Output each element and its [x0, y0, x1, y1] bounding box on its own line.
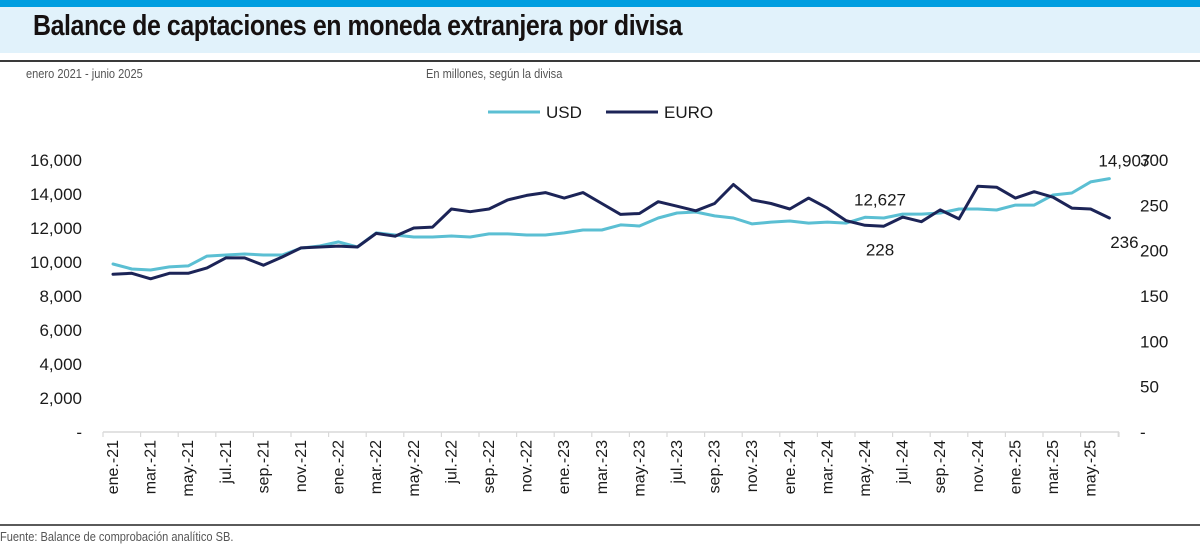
y-left-tick-label: 16,000 [30, 151, 82, 170]
series-line-usd [111, 177, 1111, 272]
x-tick-label: mar.-22 [368, 440, 385, 494]
x-tick-label: jul.-21 [218, 440, 235, 485]
period-subtitle: enero 2021 - junio 2025 [26, 66, 143, 81]
x-axis: ene.-21 mar.-21 may.-21 jul.-21 sep.-21 nov.-… [102, 431, 1120, 497]
y-left-tick-label: 10,000 [30, 253, 82, 272]
x-tick-label: may.-22 [406, 440, 423, 497]
annotations: 12,627 228 14,907 236 [854, 152, 1150, 260]
series-group [111, 177, 1111, 281]
top-accent-bar [0, 0, 1200, 7]
x-tick-label: may.-23 [631, 440, 648, 497]
data-label-euro: 236 [1110, 233, 1138, 252]
y-right-tick-label: 150 [1140, 287, 1168, 306]
y-axis-left: - 2,000 4,000 6,000 8,000 10,000 12,000 14,000 1… [30, 151, 82, 442]
x-tick-label: nov.-21 [293, 440, 310, 492]
x-tick-label: ene.-22 [331, 440, 348, 494]
title-band [0, 7, 1200, 53]
y-left-tick-label: 8,000 [39, 287, 82, 306]
x-tick-label: may.-25 [1083, 440, 1100, 497]
x-tick-label: may.-24 [857, 440, 874, 497]
legend: USD EURO [488, 103, 713, 122]
legend-euro-label: EURO [664, 103, 713, 122]
y-left-tick-label: - [76, 423, 82, 442]
y-right-tick-label: 300 [1140, 151, 1168, 170]
series-line-euro [111, 183, 1111, 281]
y-right-tick-label: 100 [1140, 332, 1168, 351]
x-tick-label: mar.-24 [819, 440, 836, 494]
y-right-tick-label: 200 [1140, 242, 1168, 261]
x-tick-label: jul.-24 [895, 440, 912, 485]
x-tick-label: mar.-21 [143, 440, 160, 494]
x-tick-label: mar.-23 [594, 440, 611, 494]
footer-divider [0, 524, 1200, 526]
y-left-tick-label: 4,000 [39, 355, 82, 374]
x-tick-label: ene.-24 [782, 440, 799, 494]
chart-title: Balance de captaciones en moneda extranj… [33, 10, 683, 42]
units-subtitle: En millones, según la divisa [426, 66, 563, 81]
title-divider [0, 60, 1200, 62]
data-label-usd: 14,907 [1098, 152, 1150, 171]
y-right-tick-label: 250 [1140, 196, 1168, 215]
x-tick-label: ene.-23 [556, 440, 573, 494]
y-axis-right: - 50 100 150 200 250 300 [1140, 151, 1168, 442]
x-tick-label: sep.-23 [707, 440, 724, 493]
y-right-tick-label: - [1140, 423, 1146, 442]
x-tick-label: sep.-24 [932, 440, 949, 493]
x-tick-label: sep.-21 [255, 440, 272, 493]
x-tick-label: sep.-22 [481, 440, 498, 493]
legend-usd-label: USD [546, 103, 582, 122]
x-tick-label: jul.-23 [669, 440, 686, 485]
x-tick-label: jul.-22 [443, 440, 460, 485]
x-tick-label: ene.-21 [105, 440, 122, 494]
y-left-tick-label: 2,000 [39, 389, 82, 408]
y-right-tick-label: 50 [1140, 378, 1159, 397]
y-left-tick-label: 6,000 [39, 321, 82, 340]
y-left-tick-label: 14,000 [30, 185, 82, 204]
x-tick-label: ene.-25 [1007, 440, 1024, 494]
data-label-usd: 12,627 [854, 190, 906, 209]
x-tick-label: nov.-23 [744, 440, 761, 492]
x-tick-label: nov.-24 [970, 440, 987, 492]
x-tick-label: may.-21 [180, 440, 197, 497]
x-tick-label: nov.-22 [519, 440, 536, 492]
y-left-tick-label: 12,000 [30, 219, 82, 238]
x-tick-label: mar.-25 [1045, 440, 1062, 494]
data-label-euro: 228 [866, 240, 894, 259]
source-note: Fuente: Balance de comprobación analític… [0, 529, 234, 544]
